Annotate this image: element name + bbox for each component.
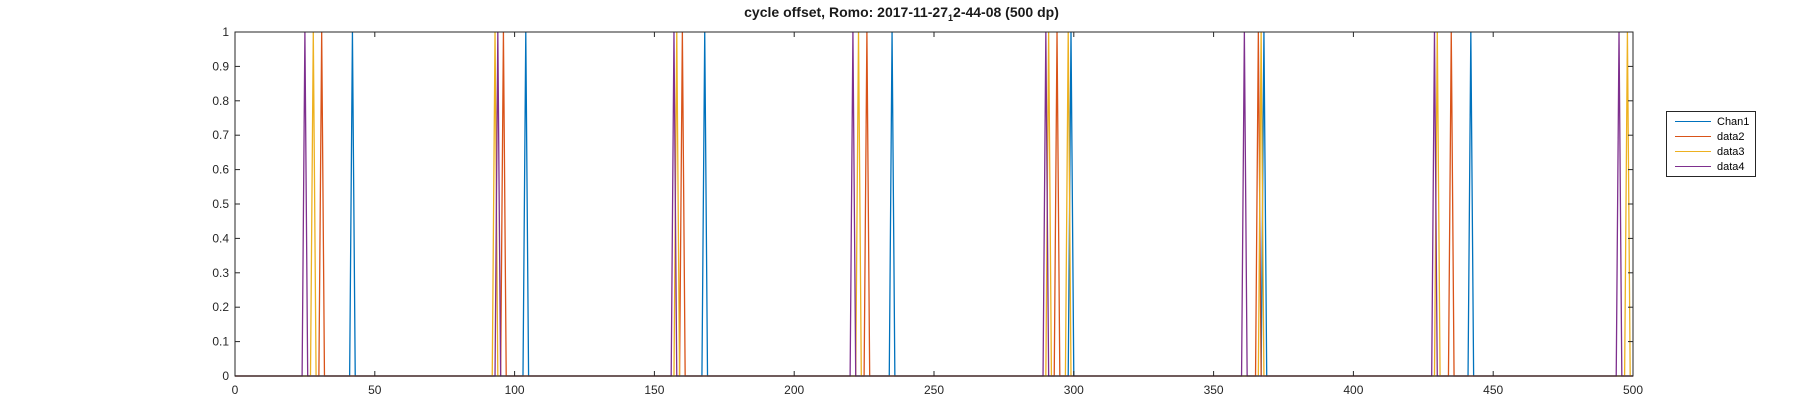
legend-swatch bbox=[1675, 166, 1711, 167]
series-layer bbox=[235, 31, 1633, 377]
x-tick-label: 350 bbox=[1204, 383, 1224, 397]
y-tick-label: 0.2 bbox=[212, 300, 229, 314]
y-tick-label: 0 bbox=[222, 369, 229, 383]
legend-swatch bbox=[1675, 151, 1711, 152]
x-tick-label: 150 bbox=[644, 383, 664, 397]
y-tick-label: 0.3 bbox=[212, 266, 229, 280]
legend-label: Chan1 bbox=[1717, 115, 1750, 128]
legend-label: data3 bbox=[1717, 145, 1745, 158]
y-tick-label: 1 bbox=[222, 25, 229, 39]
series-line-data2 bbox=[235, 31, 1633, 377]
legend-item-data2: data2 bbox=[1667, 129, 1755, 144]
legend-item-data3: data3 bbox=[1667, 144, 1755, 159]
y-tick-label: 0.6 bbox=[212, 163, 229, 177]
x-tick-label: 250 bbox=[924, 383, 944, 397]
series-line-chan1 bbox=[235, 31, 1633, 377]
chart-title-subscript: 1 bbox=[948, 12, 954, 23]
y-tick-label: 0.1 bbox=[212, 335, 229, 349]
y-tick-label: 0.9 bbox=[212, 59, 229, 73]
y-axis: 0 0.1 0.2 0.3 0.4 0.5 0.6 0.7 0.8 0.9 1 bbox=[212, 25, 1633, 383]
y-tick-label: 0.4 bbox=[212, 231, 229, 245]
legend-item-chan1: Chan1 bbox=[1667, 114, 1755, 129]
legend-swatch bbox=[1675, 121, 1711, 122]
series-line-data3 bbox=[235, 31, 1633, 377]
legend: Chan1 data2 data3 data4 bbox=[1666, 111, 1756, 177]
axes-box bbox=[234, 31, 1634, 377]
chart-title-main: cycle offset, Romo: 2017-11-27 bbox=[744, 4, 949, 20]
y-tick-label: 0.5 bbox=[212, 197, 229, 211]
legend-label: data2 bbox=[1717, 130, 1745, 143]
x-tick-label: 300 bbox=[1064, 383, 1084, 397]
x-axis: 0 50 100 150 200 250 300 350 400 450 500 bbox=[232, 32, 1643, 397]
series-line-data4 bbox=[235, 31, 1633, 377]
legend-item-data4: data4 bbox=[1667, 159, 1755, 174]
y-tick-label: 0.8 bbox=[212, 94, 229, 108]
x-tick-label: 400 bbox=[1343, 383, 1363, 397]
x-tick-label: 50 bbox=[368, 383, 382, 397]
chart-title: cycle offset, Romo: 2017-11-2712-44-08 (… bbox=[0, 4, 1803, 23]
x-tick-label: 100 bbox=[505, 383, 525, 397]
legend-swatch bbox=[1675, 136, 1711, 137]
x-tick-label: 200 bbox=[784, 383, 804, 397]
x-tick-label: 450 bbox=[1483, 383, 1503, 397]
y-tick-label: 0.7 bbox=[212, 128, 229, 142]
x-tick-label: 500 bbox=[1623, 383, 1643, 397]
legend-label: data4 bbox=[1717, 160, 1745, 173]
x-tick-label: 0 bbox=[232, 383, 239, 397]
chart-title-tail: 2-44-08 (500 dp) bbox=[953, 4, 1059, 20]
